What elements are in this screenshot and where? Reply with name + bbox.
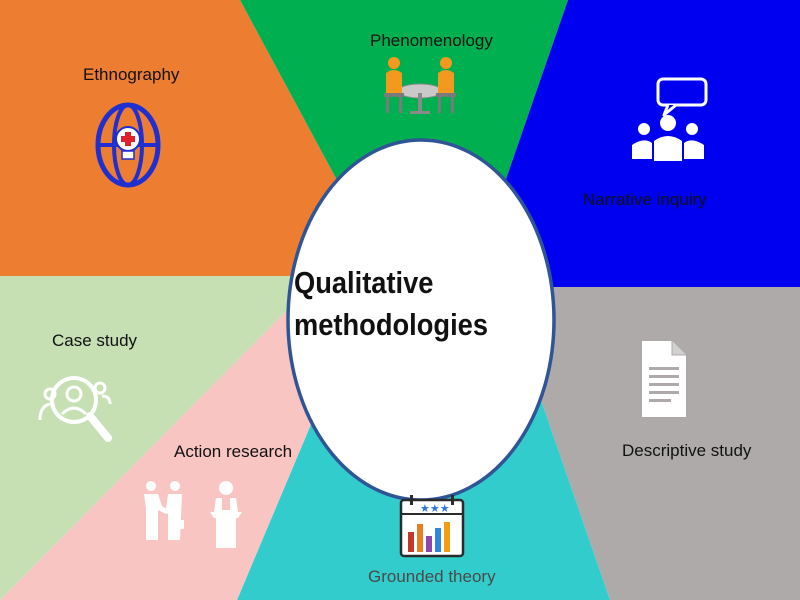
label-action: Action research bbox=[174, 442, 293, 461]
magnifier-person-icon bbox=[38, 376, 112, 442]
document-icon bbox=[642, 341, 686, 417]
sector-case bbox=[0, 276, 298, 600]
label-descriptive: Descriptive study bbox=[622, 441, 752, 460]
globe-idea-icon bbox=[95, 102, 161, 188]
label-phenomenology: Phenomenology bbox=[370, 31, 493, 50]
center-title-line2: methodologies bbox=[294, 307, 488, 342]
label-narrative: Narrative inquiry bbox=[583, 190, 707, 209]
meeting-table-icon bbox=[384, 57, 456, 114]
label-grounded: Grounded theory bbox=[368, 567, 496, 586]
label-case: Case study bbox=[52, 331, 138, 350]
svg-text:★★★: ★★★ bbox=[420, 502, 450, 515]
center-title-line1: Qualitative bbox=[294, 265, 434, 300]
center-title: Qualitative methodologies bbox=[294, 262, 514, 346]
group-speech-icon bbox=[632, 77, 708, 161]
sector-narrative bbox=[505, 0, 800, 287]
sector-descriptive bbox=[541, 287, 800, 600]
label-ethnography: Ethnography bbox=[83, 65, 180, 84]
presentation-people-icon bbox=[144, 481, 242, 548]
bar-chart-calendar-icon: ★★★ bbox=[399, 495, 465, 558]
sector-ethnography bbox=[0, 0, 338, 276]
